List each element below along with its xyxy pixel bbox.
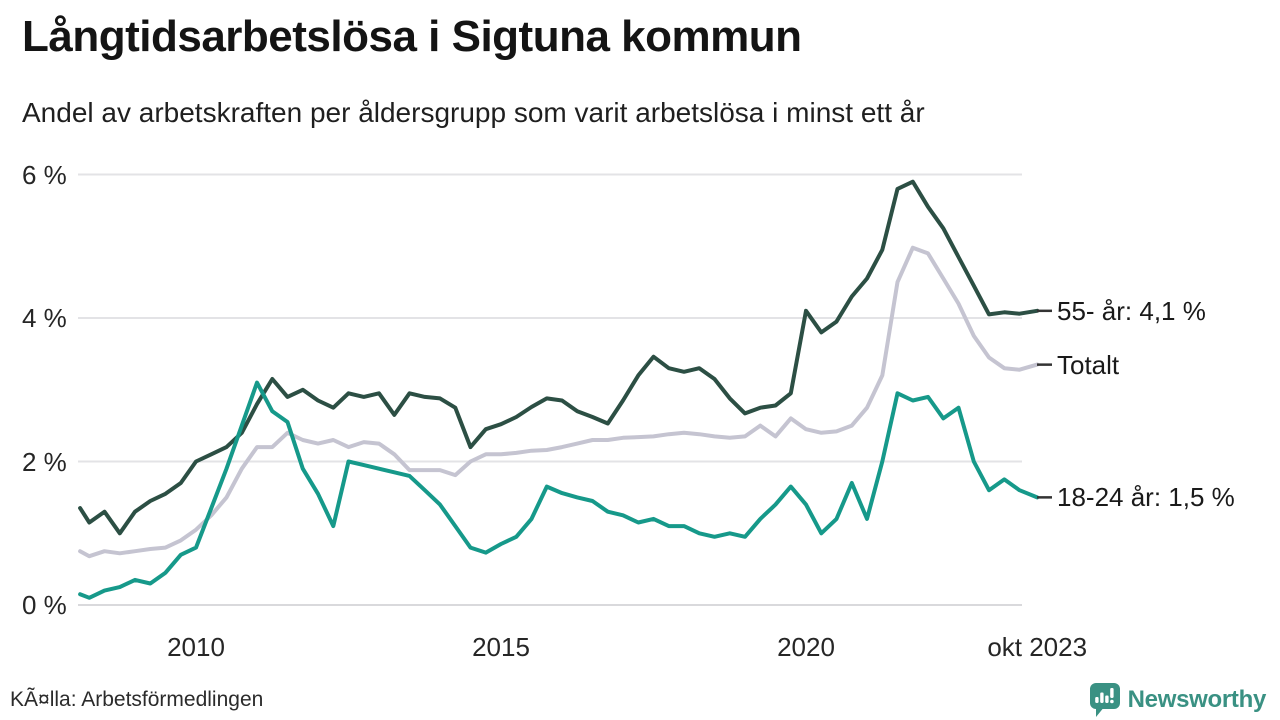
newsworthy-logo-icon	[1089, 683, 1120, 717]
newsworthy-wordmark: Newsworthy	[1127, 686, 1267, 713]
series-line-total	[78, 245, 1040, 559]
page-title: Långtidsarbetslösa i Sigtuna kommun	[22, 12, 802, 61]
x-tick-label: okt 2023	[987, 632, 1088, 662]
series-line-age18_24	[78, 380, 1040, 600]
end-label-age55: 55- år: 4,1 %	[1057, 295, 1206, 326]
x-tick-label: 2010	[167, 632, 225, 662]
x-tick-label: 2015	[472, 632, 530, 662]
y-tick-label: 2 %	[22, 446, 67, 477]
end-label-age18_24: 18-24 år: 1,5 %	[1057, 482, 1235, 513]
x-tick-label: 2020	[777, 632, 835, 662]
series-line-age55	[78, 179, 1040, 536]
end-label-total: Totalt	[1057, 349, 1120, 380]
y-tick-label: 0 %	[22, 590, 67, 620]
page-subtitle: Andel av arbetskraften per åldersgrupp s…	[22, 97, 925, 128]
newsworthy-brand: Newsworthy	[1088, 682, 1266, 718]
y-tick-label: 4 %	[22, 303, 67, 333]
y-tick-label: 6 %	[22, 159, 67, 190]
source-note: KÃ¤lla: Arbetsförmedlingen	[10, 688, 264, 711]
